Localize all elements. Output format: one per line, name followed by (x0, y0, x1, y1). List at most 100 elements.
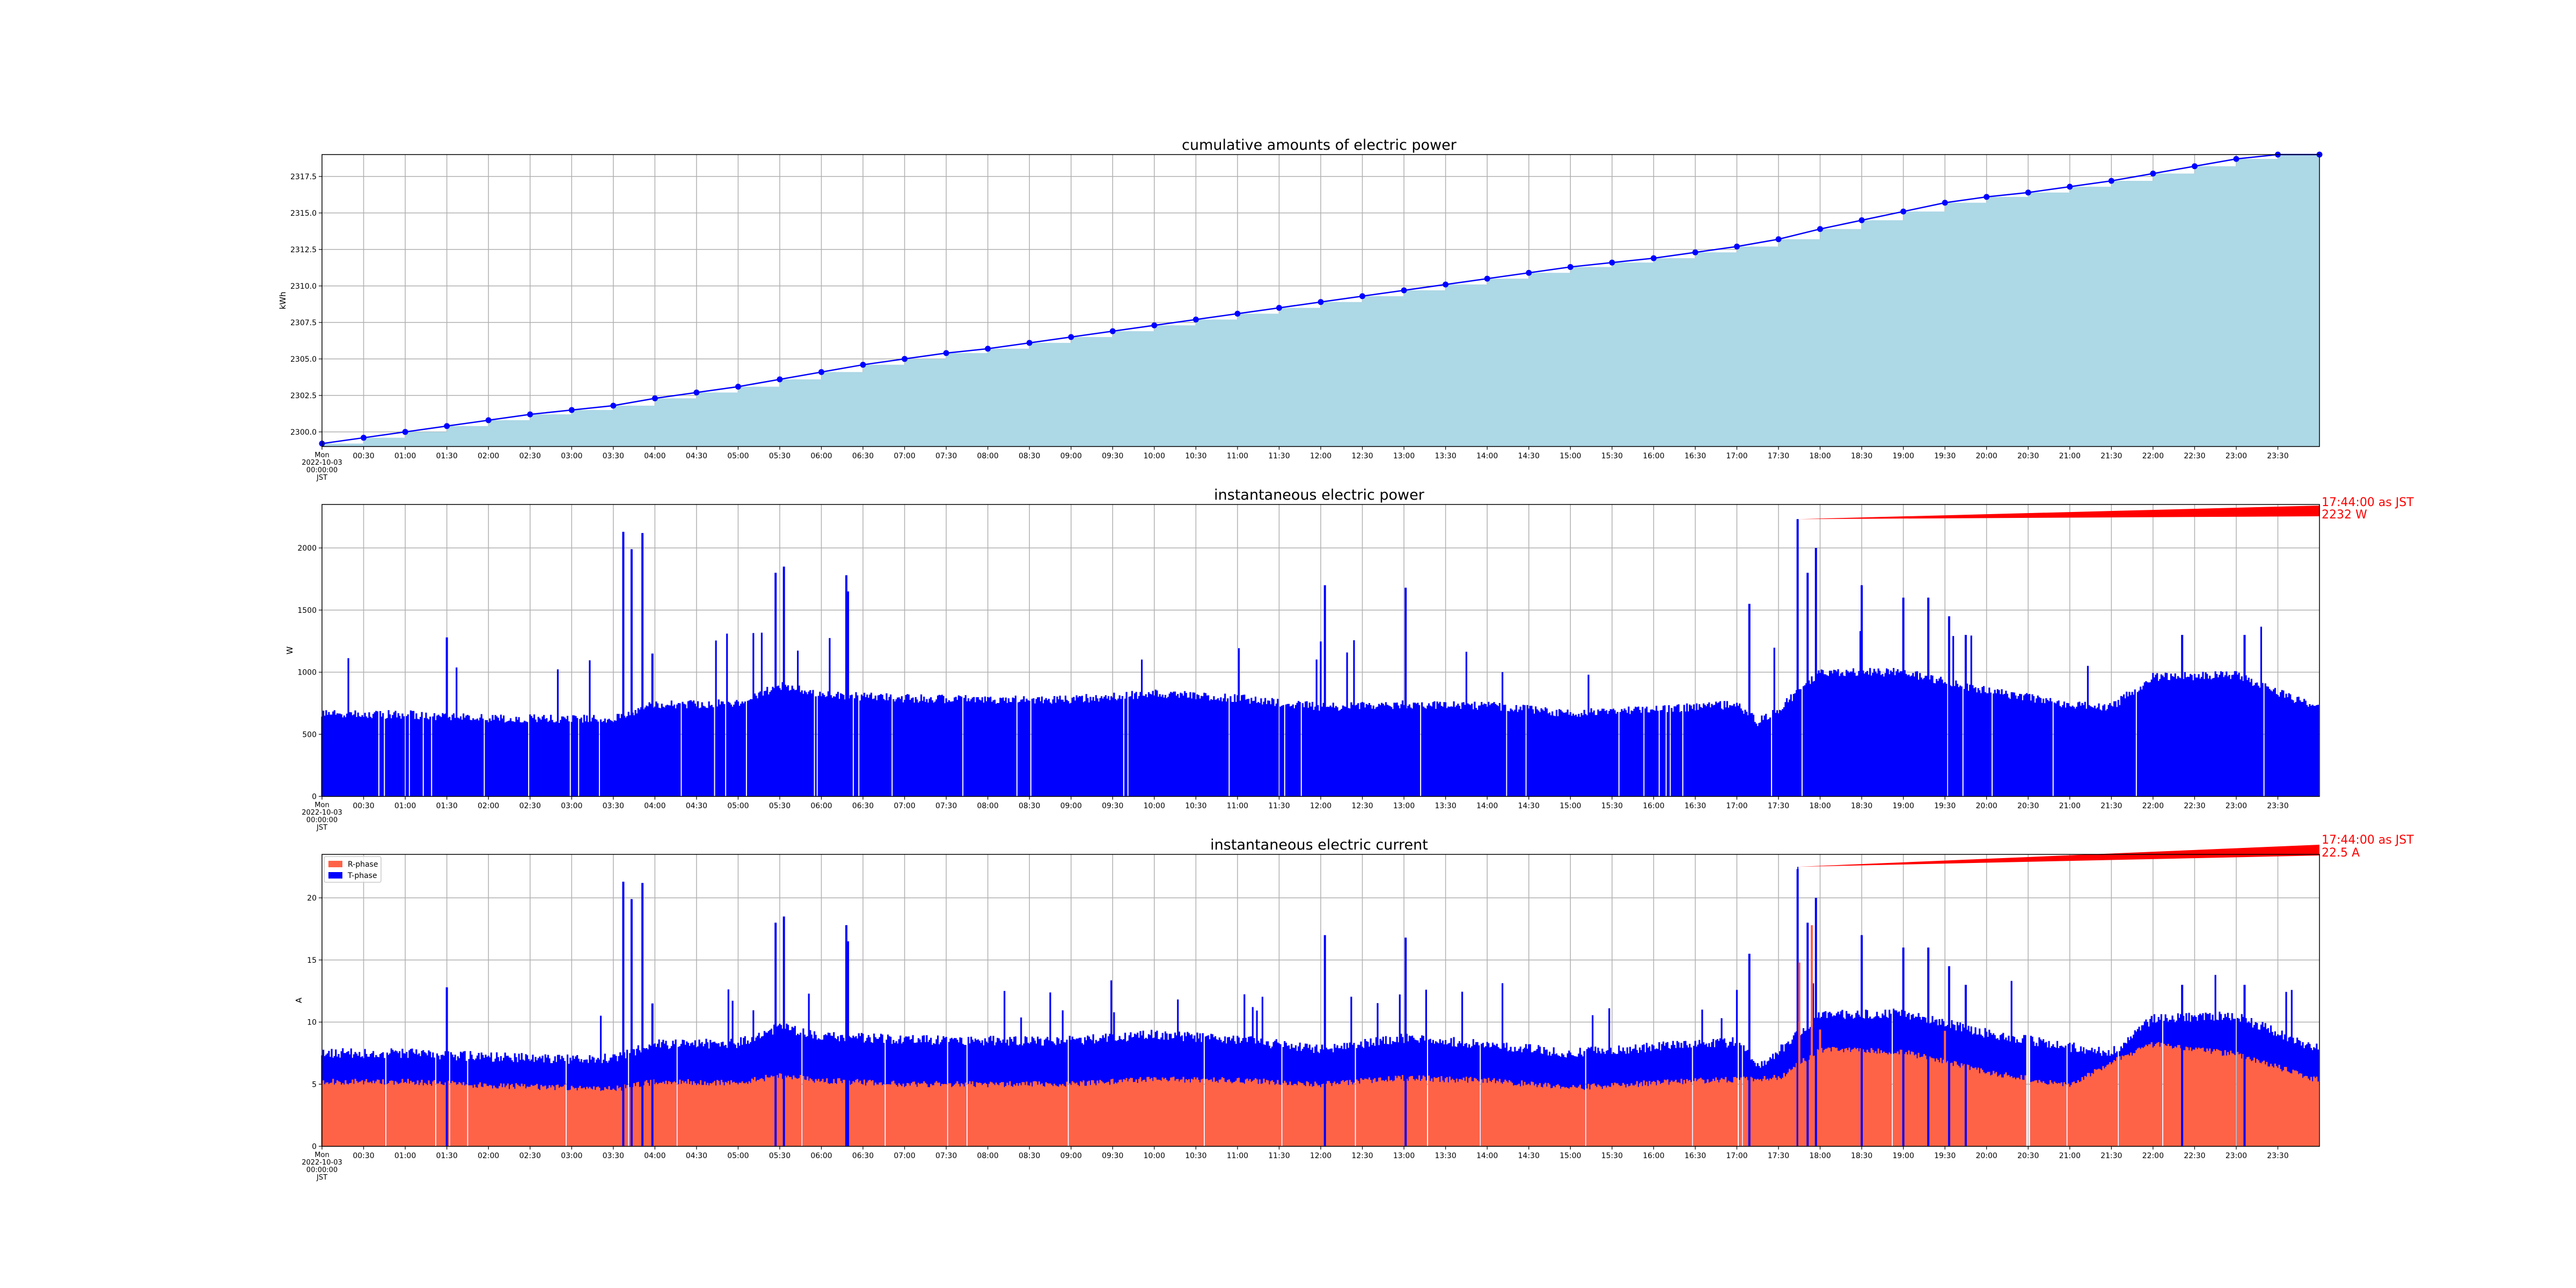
cumulative-point (1443, 281, 1449, 288)
x-tick-label: 20:00 (1975, 452, 1997, 460)
y-tick-label: 2300.0 (290, 428, 317, 437)
cumulative-point (1026, 340, 1033, 346)
x-tick-label: 17:30 (1768, 802, 1789, 810)
x-tick-label: 12:30 (1351, 802, 1373, 810)
x-tick-label: 21:00 (2059, 452, 2081, 460)
current-spike (1814, 898, 1817, 1146)
cumulative-point (2150, 170, 2156, 177)
current-spike (782, 916, 785, 1146)
cumulative-point (1984, 194, 1990, 200)
cumulative-point (2108, 178, 2114, 184)
x-tick-label: 17:30 (1768, 1152, 1789, 1160)
x-tick-label: 15:00 (1560, 1152, 1581, 1160)
x-tick-label: 11:00 (1227, 452, 1248, 460)
cumulative-point (1151, 322, 1158, 328)
ylabel-current: A (294, 997, 304, 1003)
power-spike (1861, 585, 1863, 796)
power-spike (2243, 635, 2246, 796)
legend-swatch-t-phase (328, 872, 342, 879)
x-tick-label: 23:30 (2267, 452, 2288, 460)
x-tick-label: 07:30 (935, 802, 957, 810)
x-tick-label: 22:30 (2184, 1152, 2205, 1160)
current-spike (774, 923, 777, 1146)
cumulative-point (2191, 163, 2198, 170)
x-tick-label-first: 2022-10-03 (302, 809, 342, 817)
x-tick-label: 21:30 (2101, 1152, 2122, 1160)
power-peak-value: 2232 W (2322, 508, 2367, 522)
cumulative-point (1484, 275, 1490, 282)
power-spike (1748, 604, 1751, 796)
y-tick-label: 2307.5 (290, 319, 317, 327)
cumulative-point (361, 435, 367, 441)
x-tick-label: 11:30 (1268, 802, 1290, 810)
x-tick-label: 14:30 (1518, 452, 1540, 460)
x-tick-label: 04:30 (686, 452, 707, 460)
x-tick-label: 21:30 (2101, 802, 2122, 810)
y-axis: 0 500 1000 1500 2000 (297, 544, 322, 801)
ylabel-cumulative: kWh (278, 291, 288, 309)
x-tick-label: 18:30 (1851, 1152, 1872, 1160)
x-tick-label: 15:30 (1601, 802, 1623, 810)
x-tick-label: 04:30 (686, 802, 707, 810)
cumulative-point (1775, 236, 1782, 243)
cumulative-point (1276, 305, 1282, 311)
x-tick-label: 18:00 (1809, 802, 1831, 810)
cumulative-point (444, 423, 450, 429)
x-tick-label: 22:30 (2184, 802, 2205, 810)
y-axis: 0 5 10 15 20 (307, 894, 322, 1151)
x-tick-label: 09:00 (1060, 802, 1082, 810)
x-tick-label: 09:00 (1060, 452, 1082, 460)
x-tick-label: 01:30 (436, 452, 457, 460)
x-tick-label: 22:30 (2184, 452, 2205, 460)
x-tick-label: 20:30 (2017, 452, 2039, 460)
x-tick-label: 17:00 (1726, 802, 1747, 810)
x-tick-label: 22:00 (2142, 452, 2164, 460)
x-tick-label: 14:00 (1476, 1152, 1498, 1160)
x-tick-label: 12:00 (1310, 802, 1331, 810)
x-tick-label: 00:30 (353, 1152, 374, 1160)
x-tick-label-first: 2022-10-03 (302, 1159, 342, 1167)
x-tick-label: 02:30 (519, 1152, 541, 1160)
cumulative-point (1942, 200, 1948, 206)
x-tick-label: 15:30 (1601, 1152, 1623, 1160)
cumulative-point (902, 356, 908, 362)
x-tick-label: 23:30 (2267, 802, 2288, 810)
power-spike (1323, 585, 1326, 796)
r-phase-spike (1819, 1029, 1821, 1146)
current-spike (2181, 985, 2184, 1146)
cumulative-point (1650, 255, 1657, 261)
x-tick-label: 02:00 (478, 452, 499, 460)
x-tick-label-first: 2022-10-03 (302, 459, 342, 467)
cumulative-point (1318, 299, 1324, 305)
x-tick-label: 11:00 (1227, 1152, 1248, 1160)
x-tick-label: 22:00 (2142, 1152, 2164, 1160)
current-spike (1748, 954, 1751, 1146)
x-tick-label: 12:00 (1310, 1152, 1331, 1160)
x-tick-label: 14:00 (1476, 452, 1498, 460)
cumulative-point (1234, 310, 1241, 317)
y-tick-label: 5 (312, 1080, 317, 1089)
power-peak-arrow (1798, 506, 2319, 519)
power-spike (1964, 635, 1967, 796)
y-tick-label: 2305.0 (290, 355, 317, 364)
x-tick-label: 16:00 (1643, 452, 1664, 460)
x-tick-label: 17:00 (1726, 1152, 1747, 1160)
x-tick-label: 16:00 (1643, 802, 1664, 810)
x-tick-label: 21:00 (2059, 802, 2081, 810)
cumulative-point (1817, 226, 1823, 232)
x-tick-label: 05:00 (727, 452, 749, 460)
x-tick-label: 01:30 (436, 1152, 457, 1160)
x-tick-label: 11:30 (1268, 1152, 1290, 1160)
x-tick-label: 18:00 (1809, 1152, 1831, 1160)
y-tick-label: 15 (307, 956, 317, 965)
x-tick-label: 07:00 (894, 1152, 915, 1160)
x-tick-label: 13:00 (1393, 802, 1415, 810)
current-spike (622, 881, 625, 1146)
power-spike (774, 573, 777, 796)
current-spike (1861, 935, 1863, 1146)
x-tick-label: 15:00 (1560, 452, 1581, 460)
power-spike (1902, 597, 1905, 796)
x-tick-label: 06:30 (852, 452, 874, 460)
